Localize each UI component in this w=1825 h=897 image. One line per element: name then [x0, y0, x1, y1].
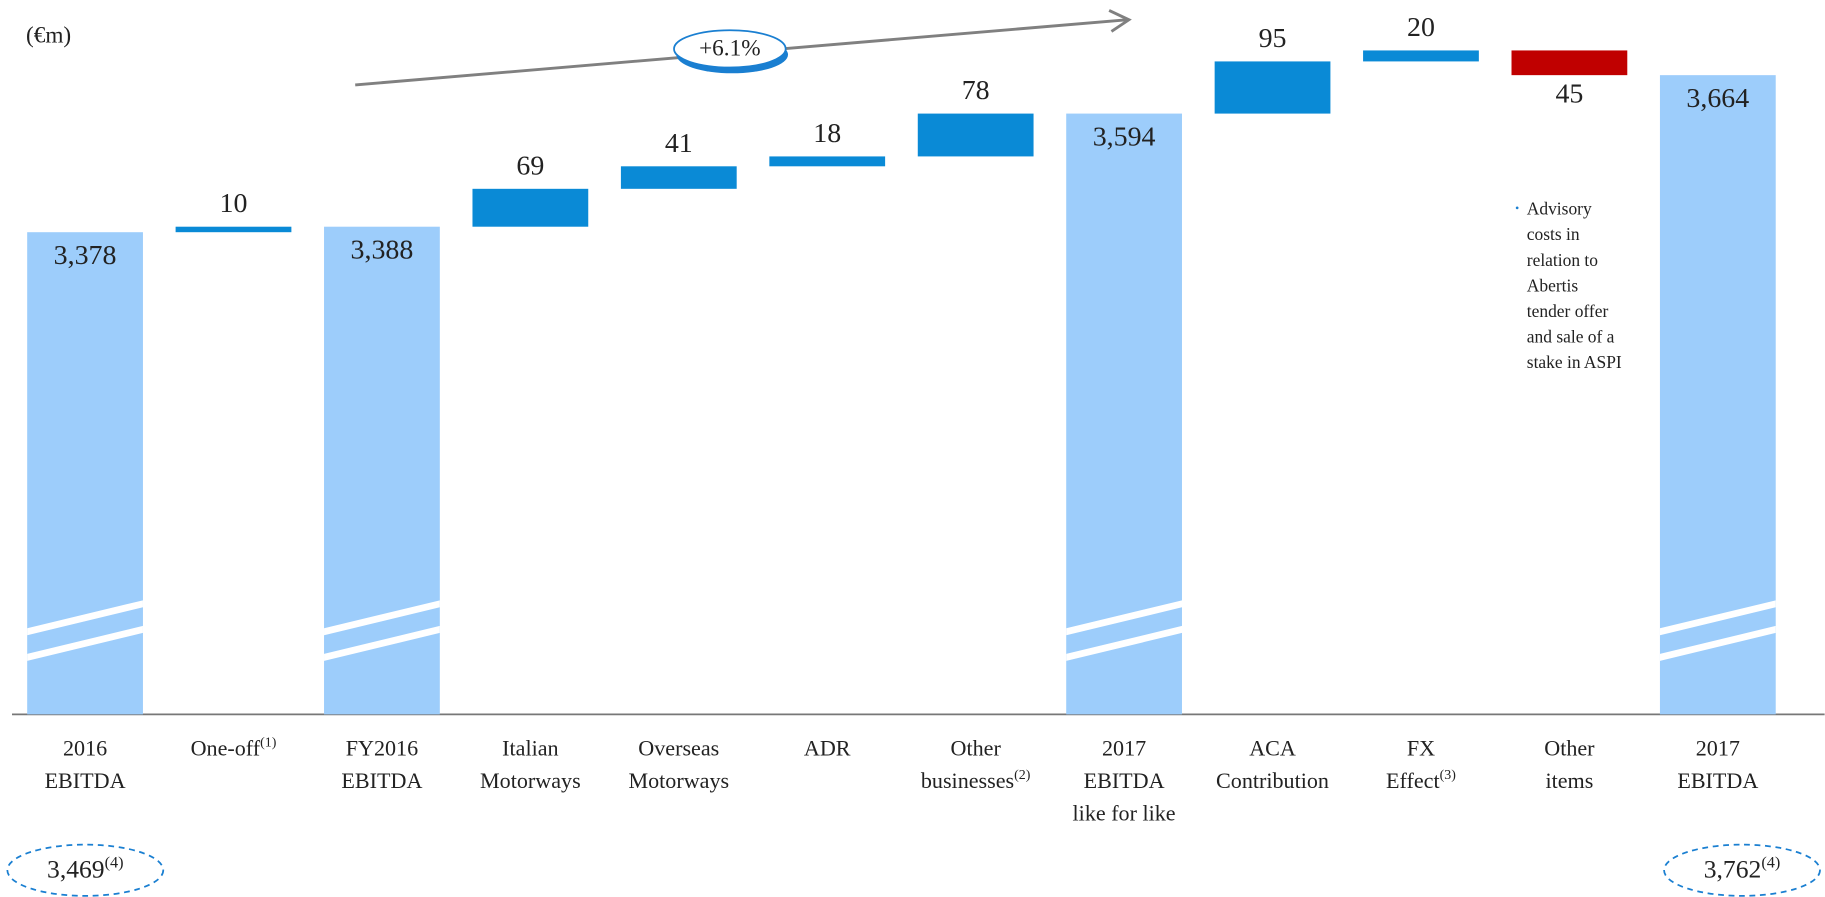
x-tick-label: ACA: [1249, 735, 1296, 760]
value-label: 41: [665, 128, 693, 159]
x-tick-note: (3): [1440, 768, 1457, 783]
axis-break: [1066, 625, 1182, 661]
annotation: relation to: [1527, 250, 1598, 270]
value-label: 3,388: [351, 235, 414, 266]
x-tick-label: FX: [1407, 735, 1435, 760]
annotation: Abertis: [1527, 275, 1579, 295]
x-tick-label: Italian: [502, 735, 558, 760]
bar: [917, 113, 1034, 157]
x-tick-label: One-off(1): [191, 735, 277, 760]
x-tick-label: Overseas: [638, 735, 719, 760]
axis-break: [27, 625, 143, 661]
bar: [175, 226, 292, 233]
x-tick-label: EBITDA: [45, 768, 126, 793]
x-tick-label-text: FY2016: [346, 735, 418, 760]
axis-break: [27, 600, 143, 636]
bar: [1363, 50, 1479, 62]
x-tick-label-text: Other: [951, 735, 1002, 760]
x-tick-label-text: Italian: [502, 735, 558, 760]
x-tick-label-text: FX: [1407, 735, 1435, 760]
value-label: 20: [1407, 12, 1435, 43]
x-tick-label-text: like for like: [1073, 801, 1176, 826]
x-tick-label: Other: [951, 735, 1002, 760]
x-tick-label-text: EBITDA: [45, 768, 126, 793]
footnote-note: (4): [1761, 852, 1780, 871]
x-tick-label-text: One-off: [191, 735, 261, 760]
x-tick-label-text: 2017: [1102, 735, 1146, 760]
bar: [769, 156, 886, 167]
x-tick-label: EBITDA: [1084, 768, 1165, 793]
footnote-number: 3,762: [1704, 854, 1762, 883]
x-tick-label-text: businesses: [921, 768, 1014, 793]
x-tick-label: Motorways: [480, 768, 581, 793]
axis-break: [324, 600, 440, 636]
x-tick-label-text: ACA: [1249, 735, 1296, 760]
value-label: 69: [516, 150, 544, 181]
x-tick-label: 2017: [1102, 735, 1146, 760]
value-label: 3,378: [54, 240, 117, 271]
x-tick-label-text: Motorways: [628, 768, 729, 793]
growth-label: +6.1%: [699, 35, 761, 61]
x-tick-note: (2): [1014, 768, 1031, 783]
value-label: 10: [220, 188, 248, 219]
value-label: 3,664: [1686, 83, 1749, 114]
bar: [1214, 61, 1331, 114]
annotation: Advisory: [1527, 199, 1592, 219]
x-tick-label: Contribution: [1216, 768, 1329, 793]
value-label: 45: [1555, 78, 1583, 109]
x-tick-label-text: Effect: [1386, 768, 1440, 793]
axis-break: [1659, 600, 1776, 636]
value-label: 78: [962, 75, 990, 106]
x-tick-label-text: Motorways: [480, 768, 581, 793]
axis-break: [324, 625, 440, 661]
footnote-note: (4): [105, 852, 124, 871]
x-tick-label-text: items: [1545, 768, 1593, 793]
footnote-value: 3,469(4): [47, 852, 124, 883]
bar: [1511, 50, 1628, 76]
x-tick-label-text: ADR: [804, 735, 851, 760]
x-tick-label-text: Contribution: [1216, 768, 1329, 793]
annotation-bullet: •: [1515, 202, 1519, 215]
value-label: 18: [813, 118, 841, 149]
x-tick-label: EBITDA: [1677, 768, 1758, 793]
x-tick-label: Motorways: [628, 768, 729, 793]
x-tick-label-text: 2016: [63, 735, 107, 760]
bar: [472, 188, 589, 227]
bar: [620, 166, 737, 189]
value-label: 95: [1259, 23, 1287, 54]
unit-label: (€m): [26, 23, 71, 49]
x-tick-label: ADR: [804, 735, 851, 760]
x-tick-label-text: EBITDA: [1084, 768, 1165, 793]
annotation: stake in ASPI: [1527, 352, 1622, 372]
axis-break: [1066, 600, 1182, 636]
footnote-bubble: [1663, 843, 1821, 897]
x-tick-label: items: [1545, 768, 1593, 793]
annotation: costs in: [1527, 224, 1580, 244]
x-tick-label: 2016: [63, 735, 107, 760]
x-tick-label-text: EBITDA: [341, 768, 422, 793]
x-tick-label: like for like: [1073, 801, 1176, 826]
annotation: tender offer: [1527, 301, 1609, 321]
x-tick-label: Effect(3): [1386, 768, 1456, 793]
x-tick-label-text: 2017: [1696, 735, 1740, 760]
x-tick-label: Other: [1544, 735, 1595, 760]
axis-break: [1659, 625, 1776, 661]
bar: [1066, 113, 1182, 715]
x-tick-label: businesses(2): [921, 768, 1031, 793]
value-label: 3,594: [1093, 122, 1156, 153]
growth-arrow: [355, 9, 1132, 87]
x-tick-label: FY2016: [346, 735, 418, 760]
x-tick-label: 2017: [1696, 735, 1740, 760]
footnote-bubble: [6, 843, 165, 897]
x-tick-label: EBITDA: [341, 768, 422, 793]
annotation: and sale of a: [1527, 327, 1615, 347]
footnote-value: 3,762(4): [1704, 852, 1781, 883]
x-tick-label-text: EBITDA: [1677, 768, 1758, 793]
x-tick-label-text: Other: [1544, 735, 1595, 760]
x-tick-note: (1): [260, 736, 277, 751]
x-tick-label-text: Overseas: [638, 735, 719, 760]
footnote-number: 3,469: [47, 854, 105, 883]
